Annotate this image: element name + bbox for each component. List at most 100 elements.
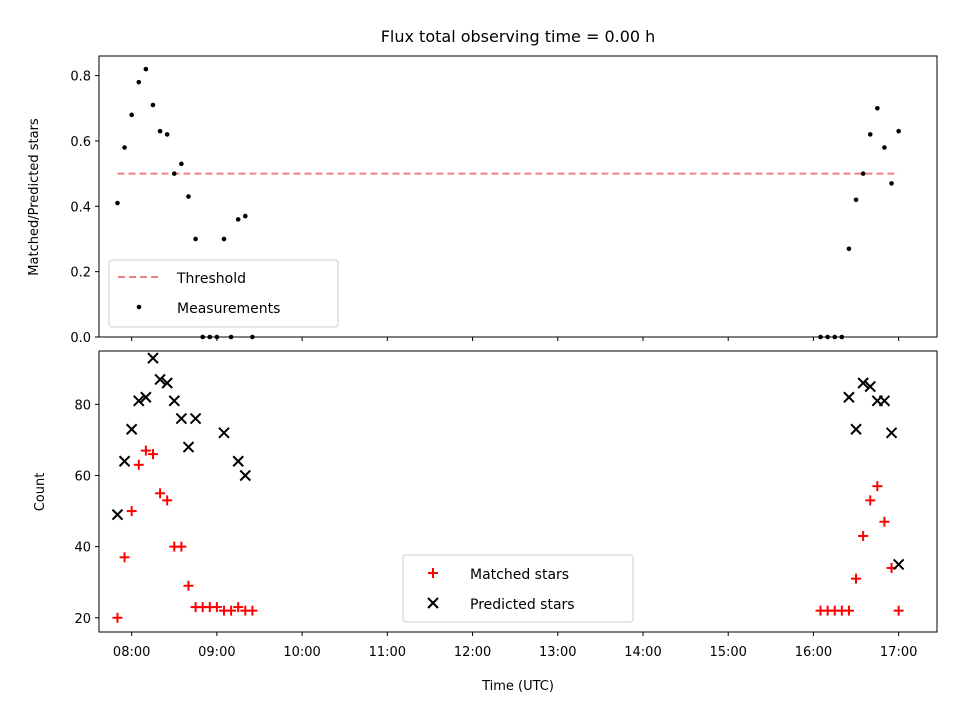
x-tick-label: 08:00 [113,645,150,660]
predicted-stars-point [168,395,180,407]
top-panel: 0.00.20.40.60.8 Matched/Predicted stars … [27,55,938,346]
bottom-panel: 20 40 60 80 08:00 09:00 10:00 11:00 12:00 13:00 1… [33,350,938,694]
top-x-ticks [131,337,900,341]
top-y-tick-label: 0.8 [70,70,91,85]
threshold-legend-label: Threshold [176,271,246,287]
x-tick-label: 09:00 [198,645,235,660]
measurement-point [129,112,134,118]
measurement-point [853,197,859,203]
bottom-legend-frame [402,554,634,623]
measurement-point [867,132,873,137]
bottom-y-tick-label: 80 [74,398,91,413]
bottom-y-ticks: 20 40 60 80 [74,398,99,627]
bottom-legend: Matched stars Predicted stars [402,554,634,623]
predicted-stars-legend-swatch [427,597,439,609]
matched-stars-point [858,530,869,541]
matched-stars-point [843,605,854,616]
matched-stars-point [162,495,173,506]
measurement-point [242,213,248,219]
predicted-stars-point [864,380,876,393]
matched-stars-legend-swatch [428,568,438,578]
x-tick-label: 16:00 [795,645,832,660]
matched-stars-point [112,612,123,623]
matched-stars-point [155,488,166,499]
x-tick-label: 11:00 [369,645,406,660]
x-tick-label: 17:00 [880,645,917,660]
top-y-tick-label: 0.4 [70,200,91,215]
x-tick-label: 12:00 [454,645,491,660]
top-axes-frame [98,55,938,338]
x-tick-label: 14:00 [624,645,661,660]
predicted-stars-point [218,427,230,439]
bottom-y-tick-label: 40 [74,541,91,556]
predicted-stars-point [175,412,188,425]
measurement-point [882,145,887,150]
matched-stars-point [119,552,130,563]
matched-stars-legend-label: Matched stars [470,567,569,583]
matched-stars-point [872,481,883,492]
measurement-point [221,236,227,242]
bottom-y-tick-label: 20 [74,612,91,627]
x-axis-label: Time (UTC) [481,679,554,694]
measurements-legend-label: Measurements [177,301,280,317]
predicted-stars-point [182,441,195,453]
measurement-point [889,181,894,186]
predicted-stars-point [125,423,138,435]
matched-stars-point [893,605,904,616]
top-y-tick-label: 0.0 [70,331,91,346]
matched-stars-point [147,449,158,460]
measurement-point [150,102,156,108]
x-tick-label: 15:00 [709,645,746,660]
measurement-point [136,79,142,85]
bottom-y-axis-label: Count [33,473,48,512]
matched-stars-point [865,495,876,506]
predicted-stars-point [857,377,869,389]
bottom-y-tick-label: 60 [74,469,91,484]
bottom-plot-area [111,352,905,623]
measurement-point [875,105,880,111]
matched-stars-point [183,580,194,591]
top-legend-frame [108,259,339,328]
bottom-axes-frame [98,350,938,633]
x-tick-label: 10:00 [283,645,320,660]
predicted-stars-point [111,508,124,521]
measurement-point [179,161,184,167]
top-y-axis-label: Matched/Predicted stars [27,118,42,276]
matched-stars-point [126,506,137,517]
measurement-point [171,171,177,176]
predicted-stars-point [232,455,244,467]
matched-stars-point [176,541,187,552]
predicted-stars-point [154,373,166,386]
top-y-ticks: 0.0 0.2 0.4 0.6 0.8 [70,70,99,346]
predicted-stars-point [118,455,131,467]
matched-stars-point [226,605,237,616]
measurement-point [235,217,241,222]
predicted-stars-point [850,423,862,435]
matched-stars-point [247,605,258,616]
top-legend: Threshold Measurements [108,259,339,328]
predicted-stars-point [140,391,152,403]
measurement-point [157,128,163,134]
measurement-point [115,200,120,206]
predicted-stars-point [239,469,252,482]
predicted-stars-point [885,427,898,439]
measurement-point [122,145,127,150]
chart-title: Flux total observing time = 0.00 h [381,27,656,46]
measurement-point [164,132,170,137]
top-plot-area [115,66,901,340]
top-y-tick-label: 0.2 [70,266,91,281]
predicted-stars-point [147,352,159,364]
top-y-tick-label: 0.6 [70,135,91,150]
predicted-stars-point [133,395,145,407]
measurement-point [846,246,852,252]
predicted-stars-point [878,395,891,407]
predicted-stars-point [843,391,855,403]
matched-stars-point [211,602,222,613]
measurement-point [186,194,191,199]
measurement-point [193,236,198,242]
matched-stars-point [140,445,151,456]
x-tick-label: 13:00 [539,645,576,660]
predicted-stars-legend-label: Predicted stars [470,597,575,613]
predicted-stars-point [892,558,905,571]
